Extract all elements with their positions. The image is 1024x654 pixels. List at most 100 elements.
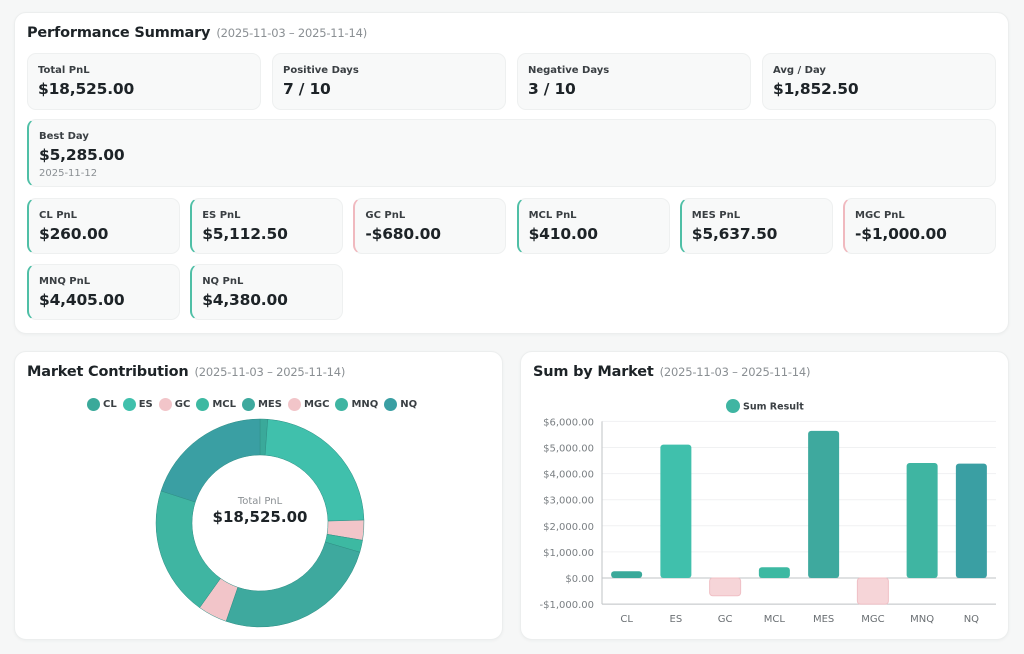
legend-label: ES (138, 399, 153, 410)
stat-label: MES PnL (691, 210, 741, 221)
market-pnl-card-gc: GC PnL -$680.00 (353, 198, 507, 254)
market-pnl-card-es: ES PnL $5,112.50 (190, 198, 344, 254)
stat-card-avg-day: Avg / Day $1,852.50 (762, 53, 996, 110)
legend-swatch (726, 399, 740, 413)
stat-value: 7 / 10 (283, 80, 331, 98)
bar-es[interactable] (660, 444, 692, 578)
stat-label: NQ PnL (202, 276, 244, 287)
bar-legend[interactable]: Sum Result (726, 399, 804, 413)
market-pnl-card-nq: NQ PnL $4,380.00 (190, 264, 344, 320)
stat-label: Best Day (39, 131, 89, 142)
stat-value: -$680.00 (365, 225, 441, 243)
market-contribution-title: Market Contribution (2025-11-03 – 2025-11… (27, 364, 345, 380)
x-tick-label: MNQ (910, 614, 934, 625)
stat-value: $260.00 (39, 225, 109, 243)
pie-legend: CL ES GC MCL MES MGC MNQ NQ (87, 398, 417, 411)
stat-value: 3 / 10 (528, 80, 576, 98)
y-tick-label: -$1,000.00 (539, 600, 594, 611)
date-range: (2025-11-03 – 2025-11-14) (194, 365, 346, 379)
stat-value: $5,637.50 (691, 225, 778, 243)
donut-center-label: Total PnL (237, 496, 283, 507)
stat-value: $18,525.00 (38, 80, 135, 98)
legend-label: MGC (303, 399, 330, 410)
legend-swatch (335, 398, 349, 411)
x-tick-label: MGC (861, 614, 884, 625)
legend-swatch (384, 398, 398, 411)
performance-summary-title: Performance Summary (2025-11-03 – 2025-11… (27, 25, 367, 41)
bar-mcl[interactable] (758, 567, 790, 578)
date-range: (2025-11-03 – 2025-11-14) (659, 365, 811, 379)
legend-item-mes[interactable]: MES (241, 398, 282, 411)
legend-label: MCL (212, 399, 236, 410)
bar-mes[interactable] (808, 430, 840, 578)
y-tick-label: $4,000.00 (543, 470, 594, 481)
stat-value: $5,112.50 (202, 225, 288, 243)
stat-value: $1,852.50 (773, 80, 859, 98)
x-tick-label: GC (718, 614, 733, 625)
stat-label: Negative Days (528, 65, 610, 76)
market-pnl-card-mnq: MNQ PnL $4,405.00 (27, 264, 180, 320)
legend-swatch (158, 398, 172, 411)
y-tick-label: $2,000.00 (543, 522, 594, 533)
bar-chart: Sum Result $6,000.00 $5,000.00 $4,000.00 $3,… (539, 399, 996, 625)
date-range: (2025-11-03 – 2025-11-14) (216, 26, 368, 40)
bar-mnq[interactable] (906, 463, 938, 578)
legend-swatch (196, 398, 210, 411)
bar-gc[interactable] (709, 577, 742, 597)
stat-label: Total PnL (38, 65, 90, 76)
legend-item-mnq[interactable]: MNQ (335, 398, 378, 411)
stat-value: $4,380.00 (202, 291, 288, 309)
stat-card-negative-days: Negative Days 3 / 10 (517, 53, 751, 110)
best-day-card: Best Day $5,285.00 2025-11-12 (27, 119, 996, 187)
y-tick-label: $5,000.00 (543, 444, 594, 455)
x-tick-label: CL (620, 614, 633, 625)
market-pnl-card-mcl: MCL PnL $410.00 (516, 198, 670, 254)
legend-item-gc[interactable]: GC (158, 398, 191, 411)
stat-label: MCL PnL (528, 210, 577, 221)
legend-label: Sum Result (743, 402, 804, 413)
bar-cl[interactable] (611, 571, 643, 578)
legend-item-cl[interactable]: CL (87, 398, 117, 411)
y-tick-label: $1,000.00 (543, 548, 594, 559)
stat-label: Avg / Day (773, 65, 826, 76)
stat-value: $410.00 (528, 225, 598, 243)
legend-item-es[interactable]: ES (122, 398, 153, 411)
bar-mgc[interactable] (856, 577, 889, 605)
stat-label: MNQ PnL (39, 276, 91, 287)
x-tick-label: NQ (964, 614, 979, 625)
donut-center-value: $18,525.00 (212, 508, 308, 526)
stat-card-positive-days: Positive Days 7 / 10 (272, 53, 506, 110)
x-tick-label: ES (670, 614, 683, 625)
stat-label: CL PnL (39, 210, 78, 221)
market-pnl-card-mgc: MGC PnL -$1,000.00 (843, 198, 996, 254)
legend-item-mcl[interactable]: MCL (196, 398, 236, 411)
title-text: Market Contribution (27, 364, 189, 380)
title-text: Sum by Market (533, 364, 654, 380)
stat-label: Positive Days (283, 65, 359, 76)
stat-value: $4,405.00 (39, 291, 125, 309)
legend-swatch (241, 398, 255, 411)
legend-label: MES (257, 399, 282, 410)
stat-value: $5,285.00 (39, 146, 125, 164)
donut-chart (155, 418, 365, 628)
stat-date: 2025-11-12 (39, 168, 98, 179)
stat-card-total-pnl: Total PnL $18,525.00 (27, 53, 261, 110)
x-tick-label: MCL (764, 614, 786, 625)
stat-value: -$1,000.00 (855, 225, 947, 243)
legend-swatch (87, 398, 100, 411)
legend-label: MNQ (351, 399, 379, 410)
bar-nq[interactable] (955, 463, 987, 578)
market-pnl-card-mes: MES PnL $5,637.50 (679, 198, 833, 254)
legend-swatch (287, 398, 301, 411)
stat-label: MGC PnL (855, 210, 905, 221)
legend-swatch (122, 398, 136, 411)
title-text: Performance Summary (27, 25, 211, 41)
legend-item-nq[interactable]: NQ (384, 398, 417, 411)
y-tick-label: $6,000.00 (543, 417, 594, 428)
x-tick-label: MES (813, 614, 834, 625)
stat-label: GC PnL (365, 210, 406, 221)
legend-item-mgc[interactable]: MGC (287, 398, 330, 411)
legend-label: GC (174, 399, 191, 410)
donut-slice-mes[interactable] (225, 541, 361, 628)
donut-slice-nq[interactable] (160, 418, 261, 503)
